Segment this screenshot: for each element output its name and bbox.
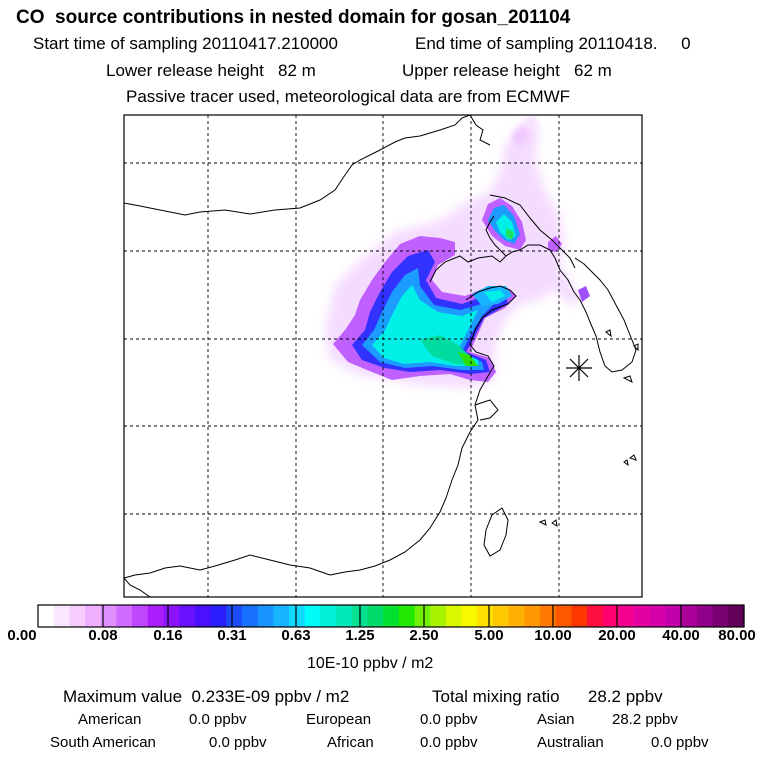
- lower-release-label: Lower release height 82 m: [106, 61, 316, 80]
- plot-title: CO source contributions in nested domain…: [16, 7, 571, 28]
- region-value: 0.0 ppbv: [209, 734, 267, 751]
- colorbar-cell: [555, 605, 573, 627]
- colorbar-cell: [712, 605, 729, 627]
- region-name: Asian: [537, 711, 575, 728]
- region-name: American: [78, 711, 142, 728]
- plume-north-patch: [512, 125, 530, 145]
- colorbar-cell: [53, 605, 70, 627]
- plume-liaodong-green: [506, 228, 514, 240]
- colorbar-cell: [728, 605, 745, 627]
- lat-lon-grid: [124, 115, 642, 597]
- colorbar-cell: [38, 605, 55, 627]
- colorbar-cell: [241, 605, 259, 627]
- colorbar-cell: [587, 605, 604, 627]
- colorbar-cell: [492, 605, 510, 627]
- colorbar-cell: [618, 605, 635, 627]
- colorbar-cell: [634, 605, 651, 627]
- region-name: South American: [50, 734, 156, 751]
- region-value: 28.2 ppbv: [612, 711, 678, 728]
- colorbar-label: 0.31: [217, 627, 247, 644]
- colorbar-cell: [210, 605, 227, 627]
- colorbar-label: 0.00: [7, 627, 37, 644]
- colorbar-cell: [69, 605, 86, 627]
- colorbar-cell: [696, 605, 714, 627]
- region-name: European: [306, 711, 372, 728]
- colorbar-cell: [257, 605, 274, 627]
- plume-green-core: [458, 352, 478, 366]
- colorbar-cell: [477, 605, 494, 627]
- colorbar-label: 80.00: [718, 627, 756, 644]
- colorbar-cell: [414, 605, 431, 627]
- colorbar-cell: [461, 605, 478, 627]
- colorbar-ticks: [102, 605, 682, 627]
- max-value-label: Maximum value 0.233E-09 ppbv / m2: [63, 687, 350, 706]
- colorbar-cell: [602, 605, 620, 627]
- colorbar-cell: [273, 605, 290, 627]
- region-value: 0.0 ppbv: [189, 711, 247, 728]
- colorbar-cell: [367, 605, 384, 627]
- colorbar-cell: [524, 605, 541, 627]
- receptor-marker-icon: [566, 355, 592, 381]
- colorbar-cell: [540, 605, 557, 627]
- colorbar-cell: [100, 605, 118, 627]
- colorbar-cell: [304, 605, 321, 627]
- colorbar-cell: [336, 605, 353, 627]
- colorbar-units: 10E-10 ppbv / m2: [307, 655, 434, 672]
- colorbar-cell: [445, 605, 463, 627]
- region-value: 0.0 ppbv: [420, 734, 478, 751]
- colorbar-frame: [37, 604, 745, 628]
- upper-release-label: Upper release height 62 m: [402, 61, 612, 80]
- colorbar-cell: [665, 605, 682, 627]
- colorbar-cell: [383, 605, 400, 627]
- colorbar-cell: [194, 605, 212, 627]
- tracer-info-label: Passive tracer used, meteorological data…: [126, 87, 571, 106]
- colorbar-cell: [116, 605, 133, 627]
- plume-korea-west: [578, 286, 590, 302]
- colorbar-cell: [132, 605, 149, 627]
- colorbar-cell: [398, 605, 416, 627]
- colorbar-cells: [38, 605, 745, 627]
- colorbar-label: 0.16: [153, 627, 183, 644]
- colorbar-cell: [430, 605, 447, 627]
- colorbar-cell: [289, 605, 306, 627]
- colorbar-label: 40.00: [662, 627, 700, 644]
- colorbar-cell: [320, 605, 337, 627]
- colorbar-cell: [85, 605, 102, 627]
- colorbar-cell: [179, 605, 196, 627]
- region-name: Australian: [537, 734, 604, 751]
- colorbar-cell: [649, 605, 667, 627]
- colorbar-cell: [226, 605, 243, 627]
- colorbar-label: 0.63: [281, 627, 311, 644]
- map-frame: [123, 114, 643, 598]
- region-value: 0.0 ppbv: [651, 734, 709, 751]
- total-mixing-ratio-label: Total mixing ratio 28.2 ppbv: [432, 687, 663, 706]
- plume-cyan-east: [484, 290, 505, 302]
- colorbar-cell: [163, 605, 180, 627]
- colorbar-cell: [508, 605, 525, 627]
- concentration-plume: [325, 115, 590, 388]
- region-value: 0.0 ppbv: [420, 711, 478, 728]
- colorbar-label: 1.25: [345, 627, 375, 644]
- colorbar-label: 2.50: [409, 627, 439, 644]
- coastlines: [124, 115, 639, 597]
- colorbar-cell: [681, 605, 698, 627]
- colorbar-cell: [147, 605, 165, 627]
- colorbar-label: 0.08: [88, 627, 118, 644]
- end-time-label: End time of sampling 20110418. 0: [415, 34, 691, 53]
- colorbar-label: 5.00: [474, 627, 504, 644]
- plume-north-patch-2: [525, 115, 538, 128]
- start-time-label: Start time of sampling 20110417.210000: [33, 34, 338, 53]
- colorbar-label: 20.00: [598, 627, 636, 644]
- region-name: African: [327, 734, 374, 751]
- colorbar-label: 10.00: [534, 627, 572, 644]
- colorbar-cell: [571, 605, 588, 627]
